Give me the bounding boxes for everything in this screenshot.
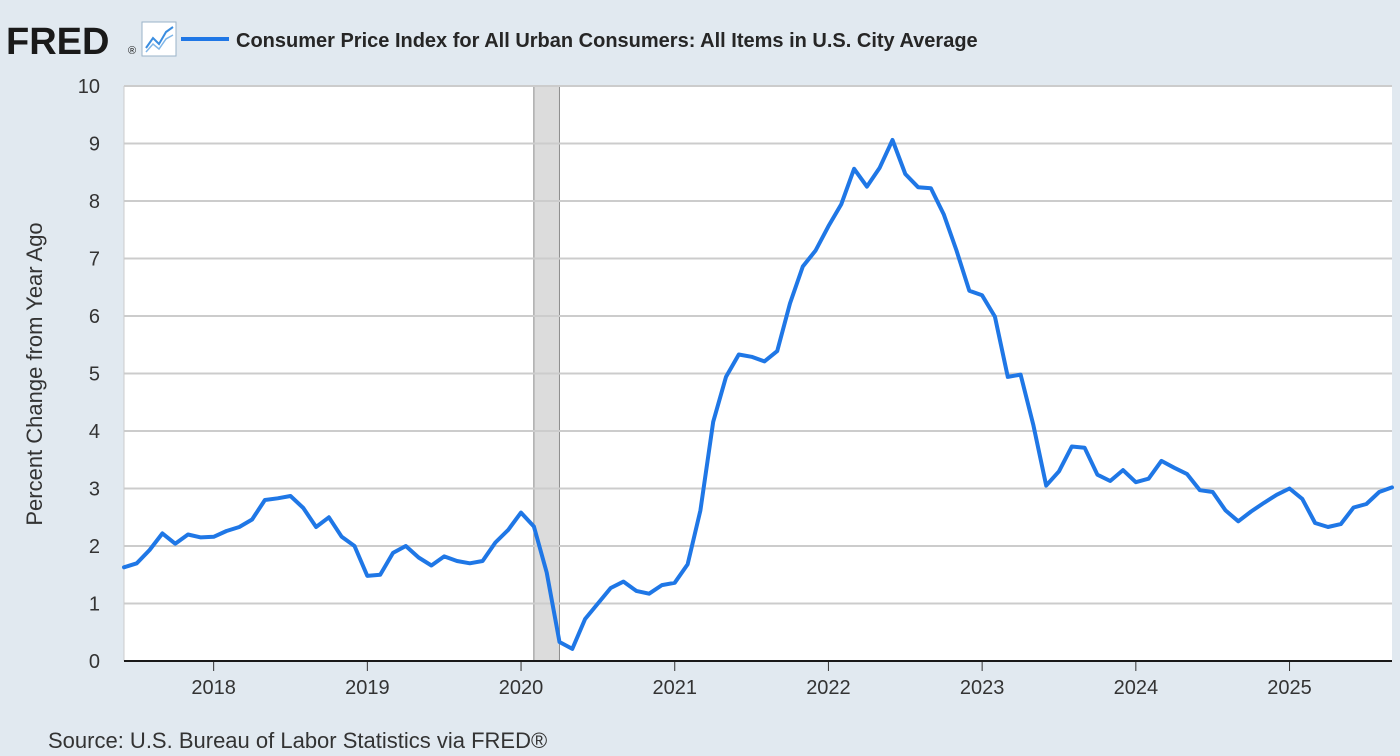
y-tick-label: 0 [89,651,100,673]
y-tick-label: 5 [89,364,100,386]
y-tick-label: 9 [89,134,100,156]
x-tick-label: 2019 [345,677,390,699]
y-tick-label: 6 [89,306,100,328]
series-layer [122,138,1394,651]
x-axis: 2018 2019 2020 2021 2022 2023 2024 2025 [191,661,1312,699]
y-tick-label: 3 [89,479,100,501]
y-tick-label: 10 [78,76,100,98]
y-tick-label: 4 [89,421,100,443]
legend-label[interactable]: Consumer Price Index for All Urban Consu… [236,30,978,52]
y-tick-label: 2 [89,536,100,558]
series-line[interactable] [122,138,1394,651]
y-axis: 0 1 2 3 4 5 6 7 8 9 10 [78,76,100,673]
x-tick-label: 2020 [499,677,544,699]
y-axis-label: Percent Change from Year Ago [22,222,47,525]
x-tick-label: 2023 [960,677,1005,699]
source-note: Source: U.S. Bureau of Labor Statistics … [48,728,547,753]
line-chart-icon [141,21,177,57]
y-tick-label: 1 [89,594,100,616]
registered-mark: ® [128,45,136,57]
x-tick-label: 2018 [191,677,236,699]
x-tick-label: 2021 [652,677,697,699]
fred-logo[interactable]: FRED [6,21,109,63]
y-tick-label: 8 [89,191,100,213]
x-tick-label: 2025 [1267,677,1312,699]
x-tick-label: 2024 [1114,677,1159,699]
grid-layer [123,85,1392,661]
x-tick-label: 2022 [806,677,851,699]
y-tick-label: 7 [89,249,100,271]
